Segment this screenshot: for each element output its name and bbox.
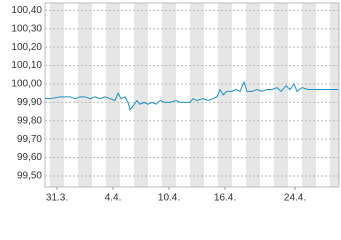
- day-band: [330, 3, 339, 187]
- x-tick-label: 24.4.: [284, 193, 306, 204]
- y-tick-label: 100,20: [11, 42, 42, 53]
- plot-frame: [44, 2, 340, 188]
- y-tick-label: 100,00: [11, 79, 42, 90]
- day-band: [274, 3, 289, 187]
- y-tick-label: 99,90: [17, 97, 42, 108]
- y-tick-label: 100,30: [11, 23, 42, 34]
- y-tick-label: 99,50: [17, 171, 42, 182]
- y-tick-label: 99,80: [17, 115, 42, 126]
- price-line: [45, 80, 339, 111]
- y-tick-label: 100,10: [11, 60, 42, 71]
- x-tick-label: 10.4.: [158, 193, 180, 204]
- x-tick-label: 4.4.: [105, 193, 122, 204]
- day-band: [302, 3, 317, 187]
- day-band: [78, 3, 93, 187]
- y-tick-label: 99,60: [17, 152, 42, 163]
- day-band: [218, 3, 233, 187]
- chart: 99,50 99,60 99,70 99,80 99,90 100,00 100,10 100…: [11, 2, 340, 204]
- day-band: [162, 3, 177, 187]
- day-band: [246, 3, 261, 187]
- y-tick-label: 100,40: [11, 5, 42, 16]
- y-tick-label: 99,70: [17, 134, 42, 145]
- day-band: [190, 3, 205, 187]
- x-tick-label: 16.4.: [214, 193, 236, 204]
- day-band: [106, 3, 121, 187]
- x-tick-label: 31.3.: [46, 193, 68, 204]
- day-band: [134, 3, 149, 187]
- day-band: [50, 3, 65, 187]
